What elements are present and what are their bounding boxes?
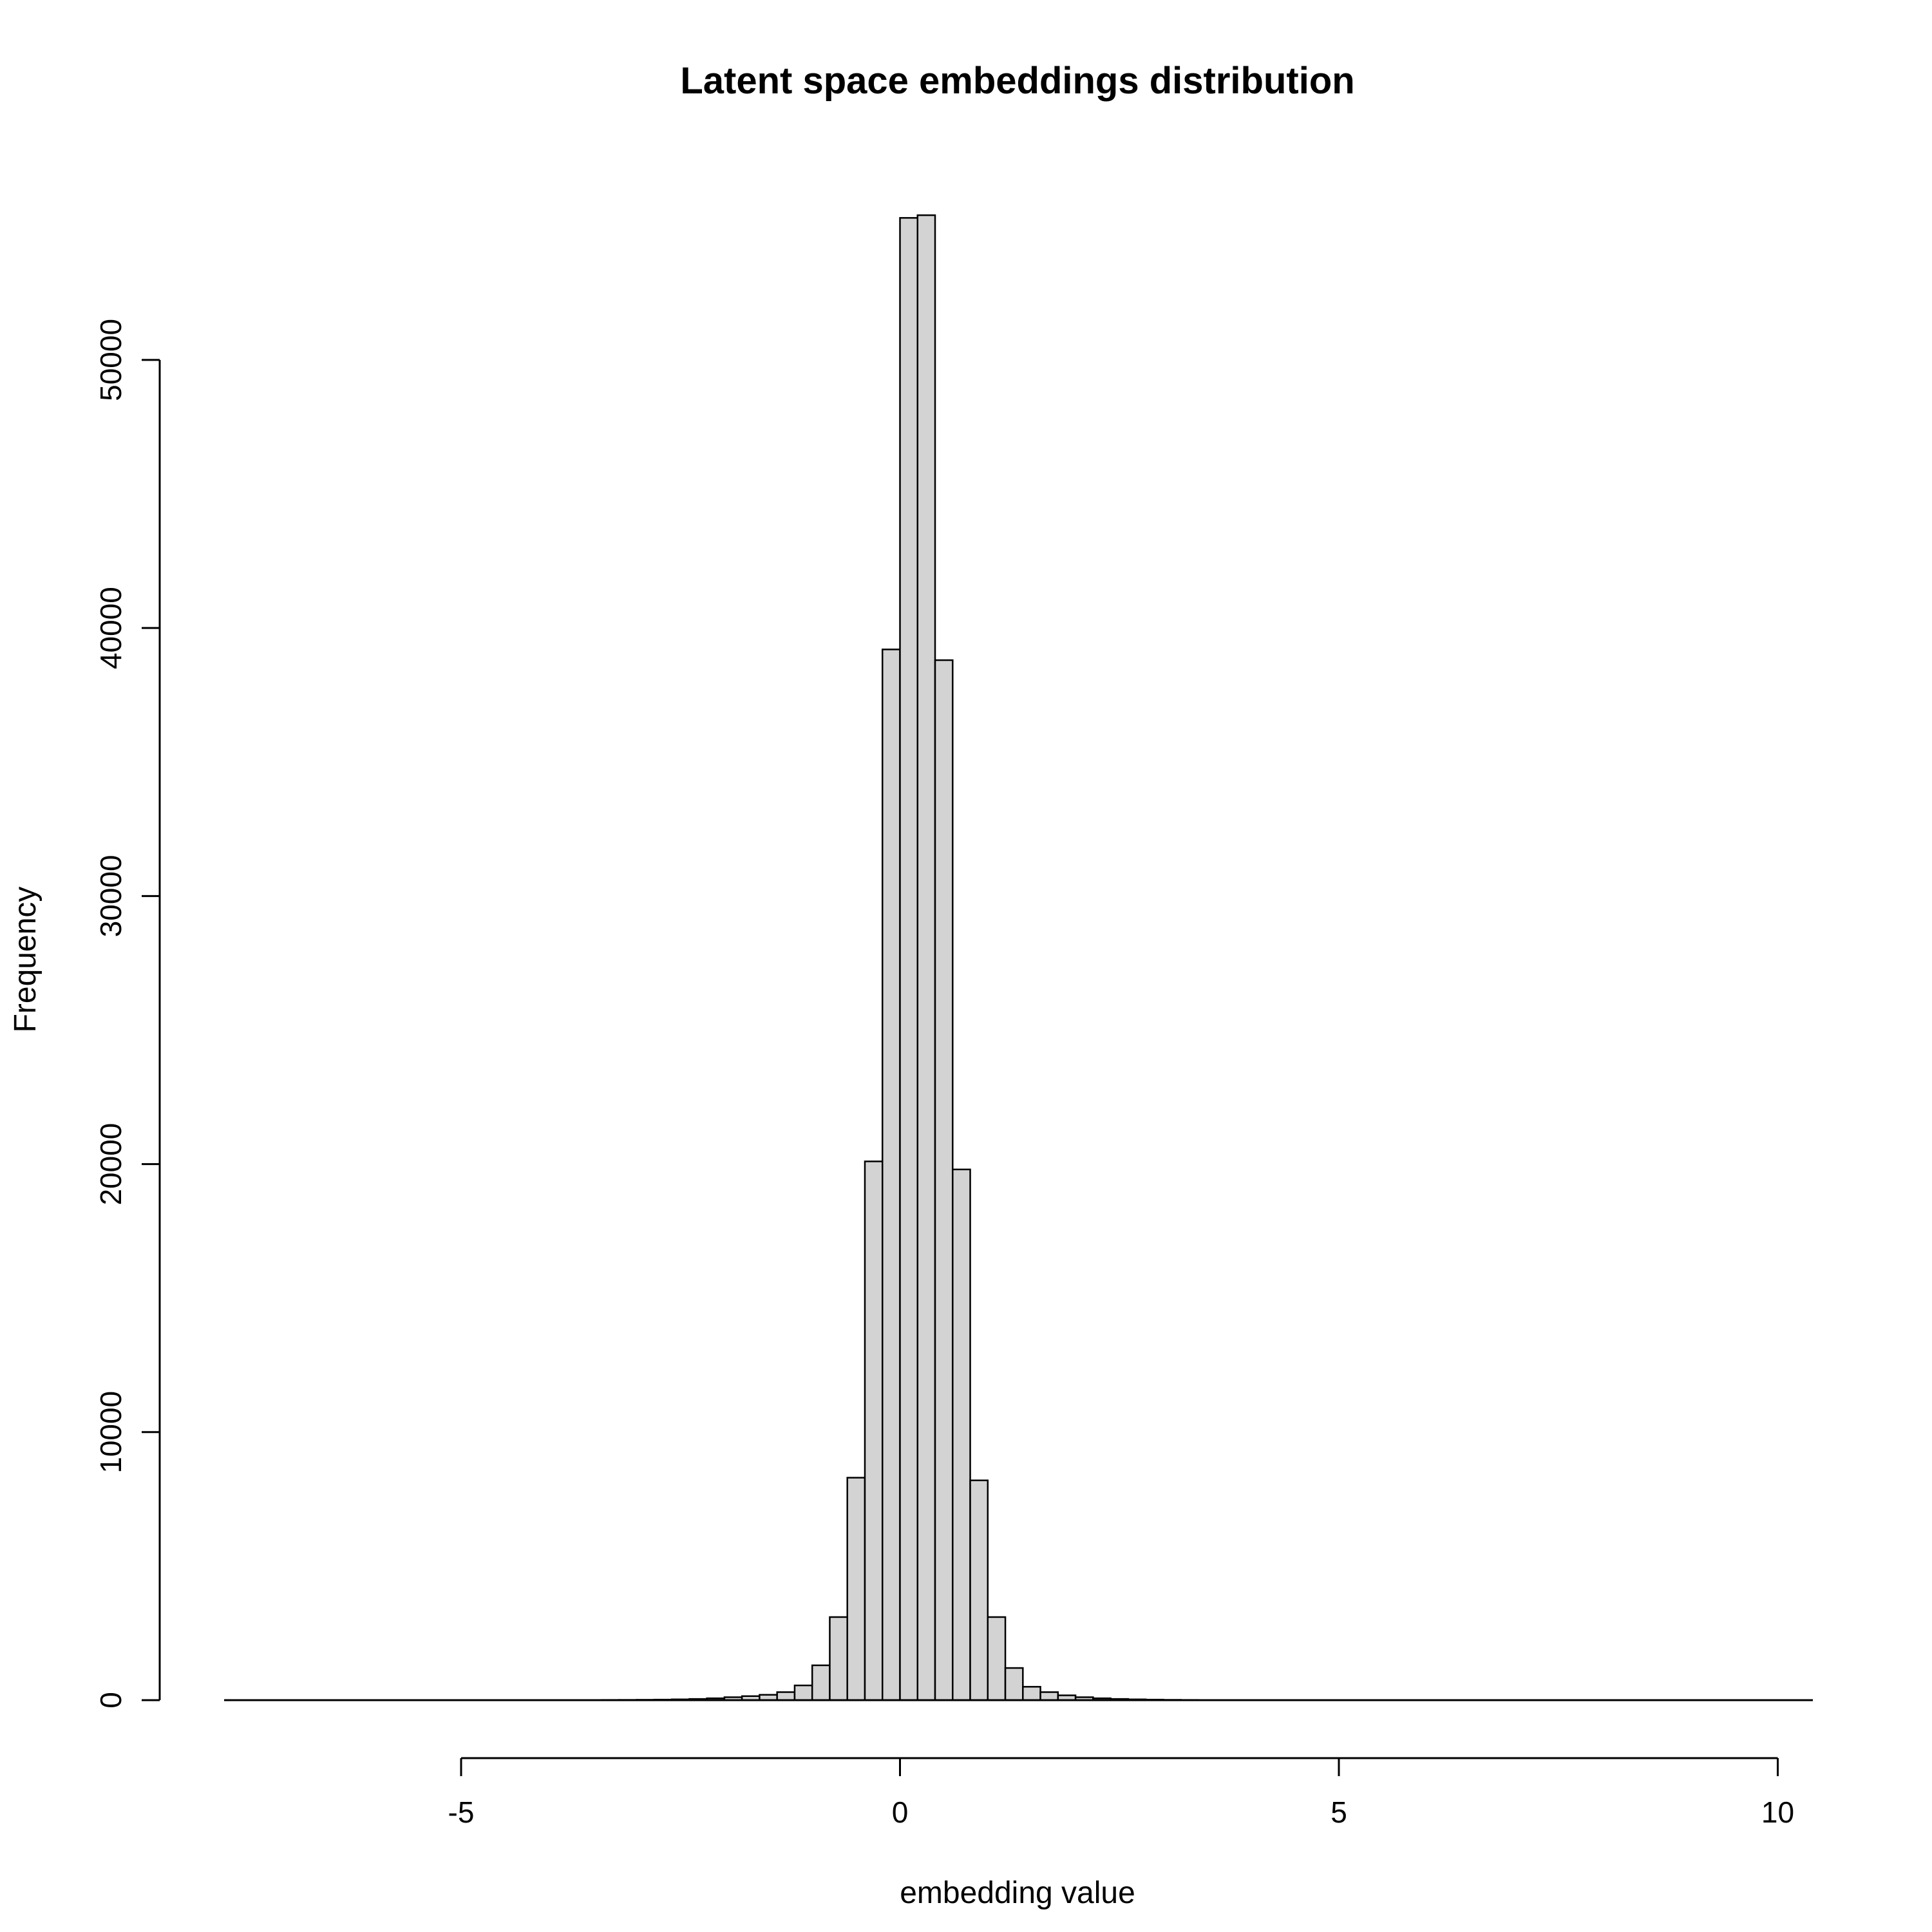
histogram-bar [987,1616,1007,1701]
histogram-bar [864,1160,884,1701]
x-tick-label: 0 [892,1795,909,1829]
histogram-bar [1022,1685,1041,1701]
y-axis: 0 10000 20000 30000 40000 50000 [94,319,161,1709]
histogram-bar [846,1477,866,1701]
histogram-bar [811,1664,831,1701]
y-tick-label: 40000 [94,587,128,669]
y-tick-label: 50000 [94,319,128,401]
histogram-bar [829,1616,848,1701]
histogram-bar [1039,1691,1059,1701]
x-axis-label: embedding value [900,1876,1135,1910]
histogram-bar [916,214,936,1701]
histogram-bar [793,1684,813,1701]
histogram-bar [952,1168,971,1701]
histogram-bar [969,1479,989,1701]
y-axis-label: Frequency [8,887,43,1033]
histogram-bar [776,1691,796,1701]
chart-title: Latent space embeddings distribution [680,60,1354,102]
y-tick-label: 0 [94,1692,128,1709]
x-tick-label: 5 [1331,1795,1347,1829]
y-tick-label: 20000 [94,1123,128,1206]
histogram-bar [881,649,901,1701]
y-tick-label: 10000 [94,1391,128,1473]
x-tick-label: -5 [448,1795,475,1829]
x-tick-label: 10 [1761,1795,1794,1829]
y-tick-label: 30000 [94,855,128,937]
histogram-bar [899,217,919,1701]
histogram-bar [1004,1667,1024,1701]
histogram-bars [583,214,1200,1701]
x-axis: -5 0 5 10 [448,1757,1794,1829]
histogram-bar [934,659,954,1701]
